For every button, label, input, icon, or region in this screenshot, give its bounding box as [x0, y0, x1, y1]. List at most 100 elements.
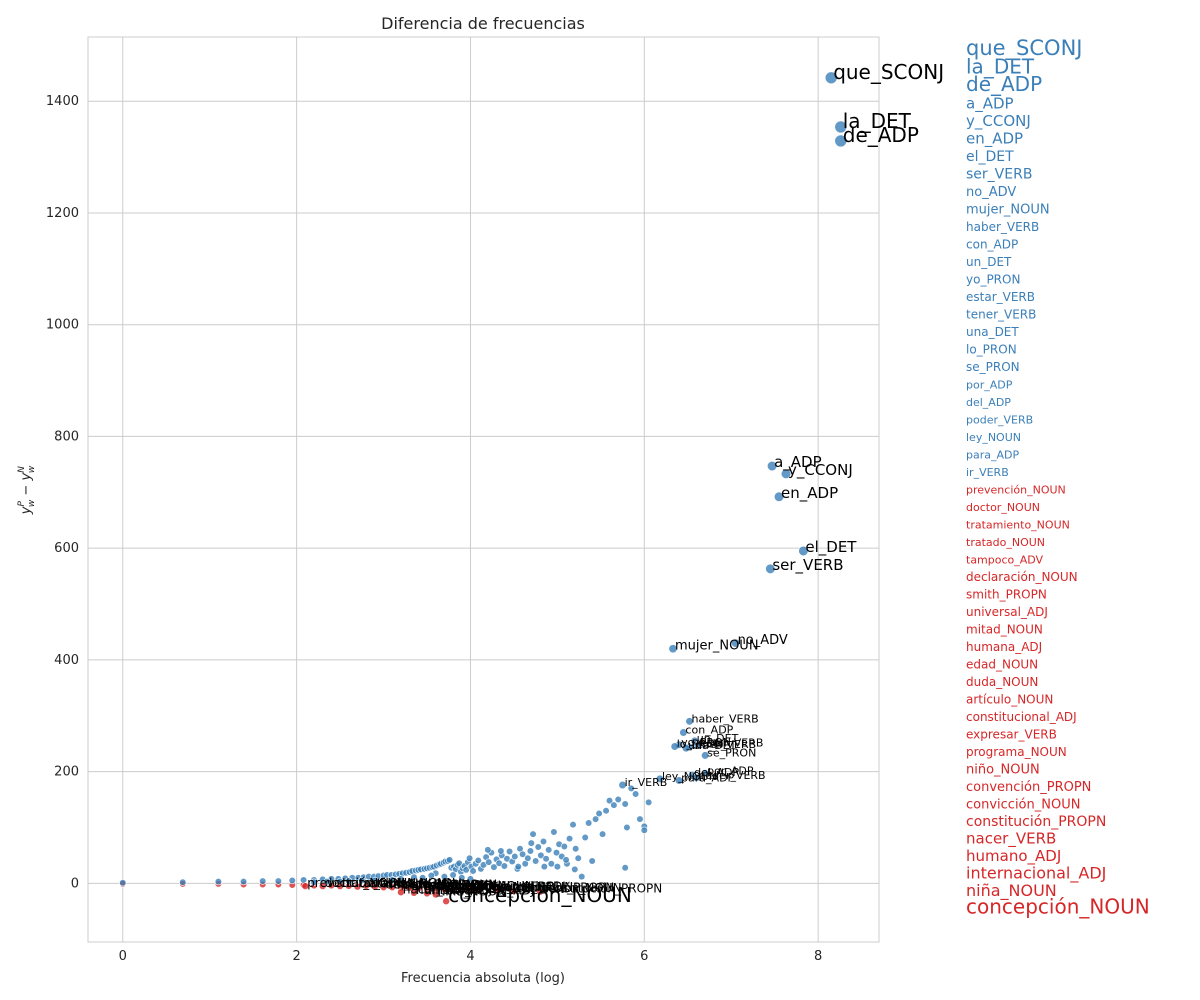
labeled-data-point: [410, 889, 418, 897]
data-point: [465, 854, 474, 862]
word-list-item: ser_VERB: [966, 167, 1032, 183]
point-label: en_ADP: [781, 484, 838, 503]
data-point: [419, 874, 427, 882]
data-point: [466, 875, 475, 883]
word-list-item: artículo_NOUN: [966, 693, 1053, 707]
point-label: declaración_NOUN: [386, 877, 498, 891]
labeled-data-point: [701, 751, 710, 760]
data-point: [605, 797, 614, 805]
data-point: [524, 854, 532, 862]
point-label: tratamiento_NOUN: [342, 876, 455, 890]
word-list-item: smith_PROPN: [966, 588, 1047, 602]
point-label: internacional_ADJ: [429, 883, 534, 897]
data-point: [500, 862, 508, 870]
point-label: se_PRON: [707, 746, 756, 759]
labeled-data-point: [694, 741, 703, 750]
word-list-item: tampoco_ADV: [966, 554, 1044, 567]
data-point: [362, 882, 370, 890]
labeled-data-point: [834, 134, 848, 148]
point-label: niño_NOUN: [481, 880, 549, 894]
data-point: [458, 874, 466, 882]
labeled-data-point: [510, 887, 518, 895]
labeled-data-point: [388, 883, 397, 892]
data-point: [545, 846, 553, 854]
labeled-data-point: [679, 728, 688, 737]
y-tick-label: 800: [54, 429, 79, 444]
word-list-item: edad_NOUN: [966, 658, 1038, 672]
labeled-data-point: [397, 888, 405, 897]
point-label: poder_VERB: [698, 769, 765, 782]
data-point: [602, 807, 610, 815]
data-point: [547, 860, 555, 868]
point-label: mitad_NOUN: [412, 878, 489, 892]
point-label: tratado_NOUN: [359, 877, 445, 891]
labeled-data-point: [423, 889, 431, 898]
data-point: [645, 798, 653, 806]
point-label: que_SCONJ: [833, 60, 944, 84]
chart-title: Diferencia de frecuencias: [381, 14, 585, 33]
word-list-item: ir_VERB: [966, 466, 1009, 479]
data-point: [274, 877, 282, 885]
data-point: [560, 842, 568, 851]
data-point: [514, 862, 522, 871]
word-list-item: universal_ADJ: [966, 605, 1048, 619]
data-point: [542, 855, 550, 863]
y-tick-label: 1000: [46, 318, 79, 333]
point-label: programa_NOUN: [472, 880, 573, 894]
data-point: [632, 790, 640, 798]
data-point: [565, 835, 574, 843]
x-axis-label: Frecuencia absoluta (log): [401, 971, 565, 986]
data-point: [588, 857, 596, 865]
labeled-data-point: [475, 886, 483, 894]
labeled-data-point: [466, 886, 475, 894]
data-point: [388, 876, 396, 884]
point-label: concepción_NOUN: [448, 883, 632, 907]
point-label: la_DET: [843, 109, 912, 133]
labeled-data-point: [405, 884, 414, 892]
data-point: [505, 847, 514, 856]
point-label: mujer_NOUN: [675, 639, 759, 654]
data-point: [529, 830, 537, 838]
labeled-data-point: [301, 882, 310, 890]
word-list-item: programa_NOUN: [966, 745, 1067, 759]
point-label: y_CCONJ: [788, 461, 853, 480]
word-list-item: el_DET: [966, 149, 1014, 165]
point-label: una_DET: [688, 739, 737, 752]
labeled-data-point: [618, 780, 627, 790]
labeled-data-point: [773, 491, 785, 502]
data-point: [621, 864, 629, 872]
point-label: tampoco_ADV: [377, 877, 462, 891]
word-list-item: mujer_NOUN: [966, 203, 1050, 218]
data-point: [534, 843, 542, 851]
point-label: convicción_NOUN: [516, 881, 622, 895]
point-label: universal_ADJ: [403, 878, 485, 892]
point-label: expresar_VERB: [464, 879, 555, 893]
labeled-data-point: [692, 773, 701, 782]
point-label: constitución_PROPN: [542, 882, 662, 896]
data-point: [259, 877, 267, 885]
data-point: [310, 878, 318, 886]
point-label: para_ADP: [681, 772, 734, 785]
labeled-data-point: [765, 563, 776, 574]
word-list-item: del_ADP: [966, 396, 1011, 409]
labeled-data-point: [440, 885, 449, 893]
labeled-data-point: [731, 638, 741, 648]
labeled-data-point: [655, 774, 665, 783]
word-list-item: que_SCONJ: [966, 36, 1082, 61]
word-list-item: declaración_NOUN: [966, 570, 1078, 584]
data-point: [598, 830, 607, 838]
point-label: ley_NOUN: [662, 770, 717, 783]
point-label: constitucional_ADJ: [455, 879, 566, 893]
data-point: [469, 867, 477, 875]
word-list-item: un_DET: [966, 255, 1012, 269]
data-point: [595, 809, 603, 818]
labeled-data-point: [318, 882, 327, 890]
y-tick-label: 0: [71, 876, 79, 891]
data-point: [485, 858, 493, 866]
x-tick-label: 6: [640, 949, 648, 964]
word-list-item: una_DET: [966, 325, 1019, 339]
word-list-item: mitad_NOUN: [966, 623, 1043, 637]
word-list-item: estar_VERB: [966, 290, 1035, 304]
labeled-data-point: [674, 776, 684, 785]
data-point: [345, 877, 353, 885]
